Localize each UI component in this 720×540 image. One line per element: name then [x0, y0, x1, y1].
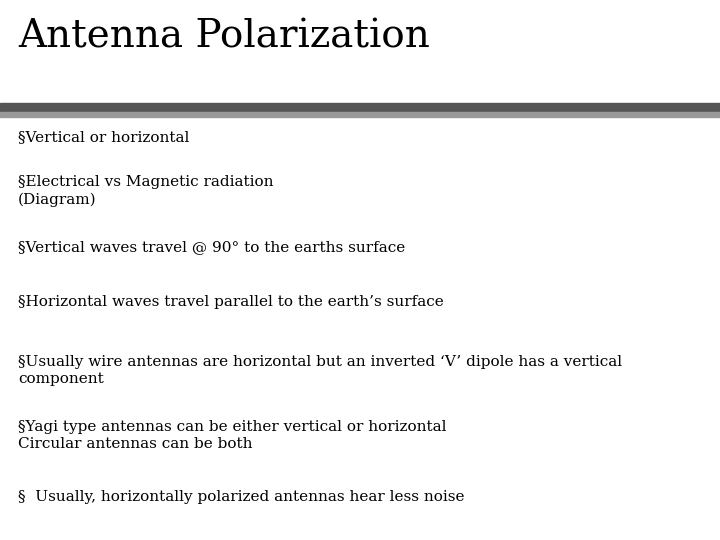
Text: §  Usually, horizontally polarized antennas hear less noise: § Usually, horizontally polarized antenn… [18, 490, 464, 504]
Text: §Electrical vs Magnetic radiation
(Diagram): §Electrical vs Magnetic radiation (Diagr… [18, 175, 274, 207]
Text: Antenna Polarization: Antenna Polarization [18, 18, 430, 55]
Text: §Vertical waves travel @ 90° to the earths surface: §Vertical waves travel @ 90° to the eart… [18, 240, 405, 254]
Bar [0, 103, 720, 112]
Text: §Vertical or horizontal: §Vertical or horizontal [18, 130, 189, 144]
Text: §Yagi type antennas can be either vertical or horizontal
Circular antennas can b: §Yagi type antennas can be either vertic… [18, 420, 446, 451]
Text: §Horizontal waves travel parallel to the earth’s surface: §Horizontal waves travel parallel to the… [18, 295, 444, 309]
Text: §Usually wire antennas are horizontal but an inverted ‘V’ dipole has a vertical
: §Usually wire antennas are horizontal bu… [18, 355, 622, 386]
Bar [0, 112, 720, 117]
